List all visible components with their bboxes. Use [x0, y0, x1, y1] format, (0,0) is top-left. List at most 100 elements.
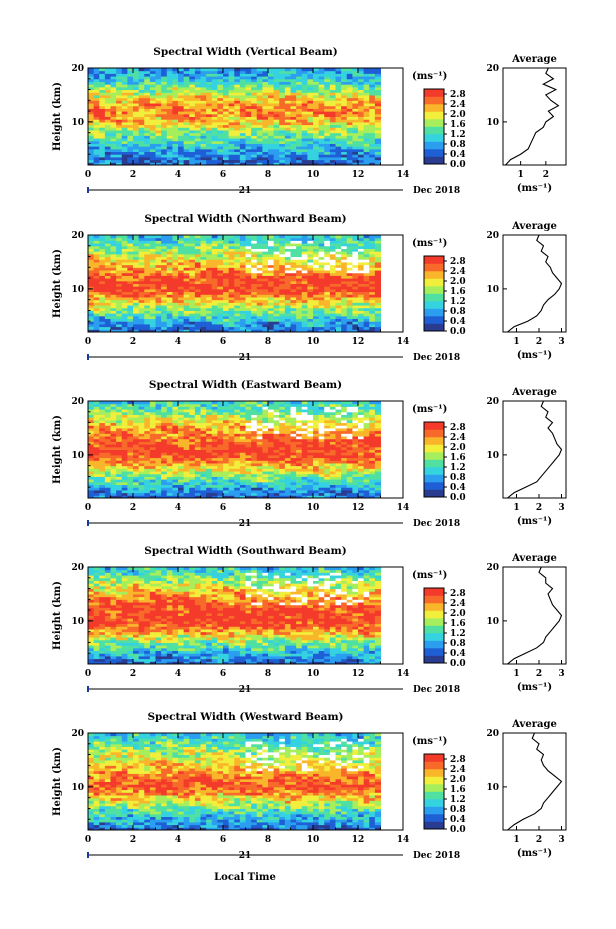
heatmap-cell — [329, 132, 337, 136]
heatmap-cell — [251, 146, 258, 150]
heatmap-cell — [121, 449, 128, 453]
heatmap-cell — [133, 283, 140, 287]
heatmap-cell — [189, 307, 196, 311]
heatmap-cell — [104, 253, 112, 258]
heatmap-cell — [268, 86, 275, 91]
heatmap-cell — [93, 121, 100, 126]
heatmap-cell — [166, 81, 173, 85]
heatmap-cell — [352, 253, 359, 258]
heatmap-cell — [211, 492, 218, 496]
heatmap-cell — [133, 471, 140, 475]
heatmap-cell — [178, 108, 185, 112]
heatmap-cell — [93, 129, 100, 134]
heatmap-cell — [256, 310, 263, 314]
heatmap-cell — [183, 245, 190, 249]
heatmap-cell — [110, 86, 117, 91]
heatmap-cell — [307, 267, 314, 271]
heatmap-cell — [318, 280, 325, 284]
heatmap-cell — [358, 288, 365, 293]
heatmap-cell — [172, 449, 179, 453]
heatmap-cell — [256, 94, 263, 99]
heatmap-cell — [329, 452, 337, 456]
heatmap-cell — [133, 138, 140, 142]
heatmap-cell — [99, 299, 106, 303]
heatmap-cell — [256, 135, 263, 139]
heatmap-cell — [290, 473, 297, 477]
heatmap-cell — [155, 286, 162, 290]
heatmap-cell — [341, 70, 348, 74]
heatmap-cell — [239, 270, 247, 274]
heatmap-cell — [183, 100, 190, 104]
heatmap-cell — [313, 294, 320, 298]
heatmap-cell — [313, 248, 320, 252]
heatmap-cell — [329, 162, 337, 166]
heatmap-cell — [268, 489, 275, 494]
heatmap-cell — [256, 140, 263, 144]
heatmap-cell — [127, 460, 134, 464]
heatmap-cell — [307, 240, 314, 244]
heatmap-cell — [256, 146, 263, 150]
heatmap-cell — [318, 307, 325, 311]
heatmap-cell — [239, 264, 247, 268]
heatmap-cell — [183, 452, 190, 456]
heatmap-cell — [178, 259, 185, 263]
heatmap-cell — [189, 259, 196, 263]
heatmap-cell — [352, 132, 359, 136]
heatmap-cell — [251, 454, 258, 459]
heatmap-cell — [127, 243, 134, 247]
heatmap-cell — [329, 148, 337, 153]
heatmap-cell — [262, 256, 269, 260]
heatmap-cell — [374, 270, 382, 274]
heatmap-cell — [234, 462, 241, 467]
heatmap-cell — [161, 294, 168, 298]
heatmap-cell — [133, 307, 140, 311]
heatmap-cell — [172, 103, 179, 107]
heatmap-cell — [223, 296, 230, 301]
heatmap-cell — [116, 84, 123, 88]
heatmap-cell — [144, 129, 151, 134]
heatmap-cell — [358, 146, 365, 150]
heatmap-cell — [155, 140, 162, 144]
heatmap-cell — [234, 100, 241, 104]
heatmap-cell — [116, 253, 123, 258]
heatmap-cell — [228, 111, 235, 115]
heatmap-cell — [369, 119, 376, 123]
heatmap-cell — [251, 288, 258, 293]
heatmap-cell — [144, 237, 151, 241]
heatmap-cell — [313, 94, 320, 99]
heatmap-cell — [127, 272, 134, 276]
heatmap-cell — [93, 97, 100, 101]
heatmap-cell — [290, 305, 297, 309]
heatmap-cell — [358, 462, 365, 467]
heatmap-cell — [307, 492, 314, 496]
heatmap-cell — [211, 449, 218, 453]
heatmap-cell — [166, 140, 173, 144]
heatmap-cell — [127, 473, 134, 477]
heatmap-cell — [346, 127, 353, 131]
heatmap-cell — [127, 307, 134, 311]
heatmap-cell — [358, 286, 365, 290]
heatmap-cell — [256, 321, 263, 325]
heatmap-cell — [149, 111, 157, 115]
heatmap-cell — [93, 143, 100, 147]
heatmap-cell — [127, 495, 134, 499]
heatmap-cell — [363, 103, 370, 107]
heatmap-cell — [296, 476, 303, 480]
heatmap-cell — [256, 280, 263, 284]
heatmap-cell — [155, 253, 162, 258]
heatmap-cell — [178, 73, 185, 77]
heatmap-cell — [206, 449, 213, 453]
heatmap-cell — [183, 146, 190, 150]
heatmap-cell — [239, 111, 247, 115]
heatmap-cell — [116, 68, 123, 72]
heatmap-cell — [133, 159, 140, 163]
colorbar-segment — [424, 293, 444, 302]
heatmap-cell — [313, 100, 320, 104]
heatmap-cell — [307, 272, 314, 276]
heatmap-cell — [200, 140, 207, 144]
heatmap-cell — [93, 240, 100, 244]
heatmap-cell — [194, 321, 202, 325]
heatmap-cell — [363, 89, 370, 93]
heatmap-cell — [183, 111, 190, 115]
profile-x-tick-label: 2 — [536, 337, 542, 347]
